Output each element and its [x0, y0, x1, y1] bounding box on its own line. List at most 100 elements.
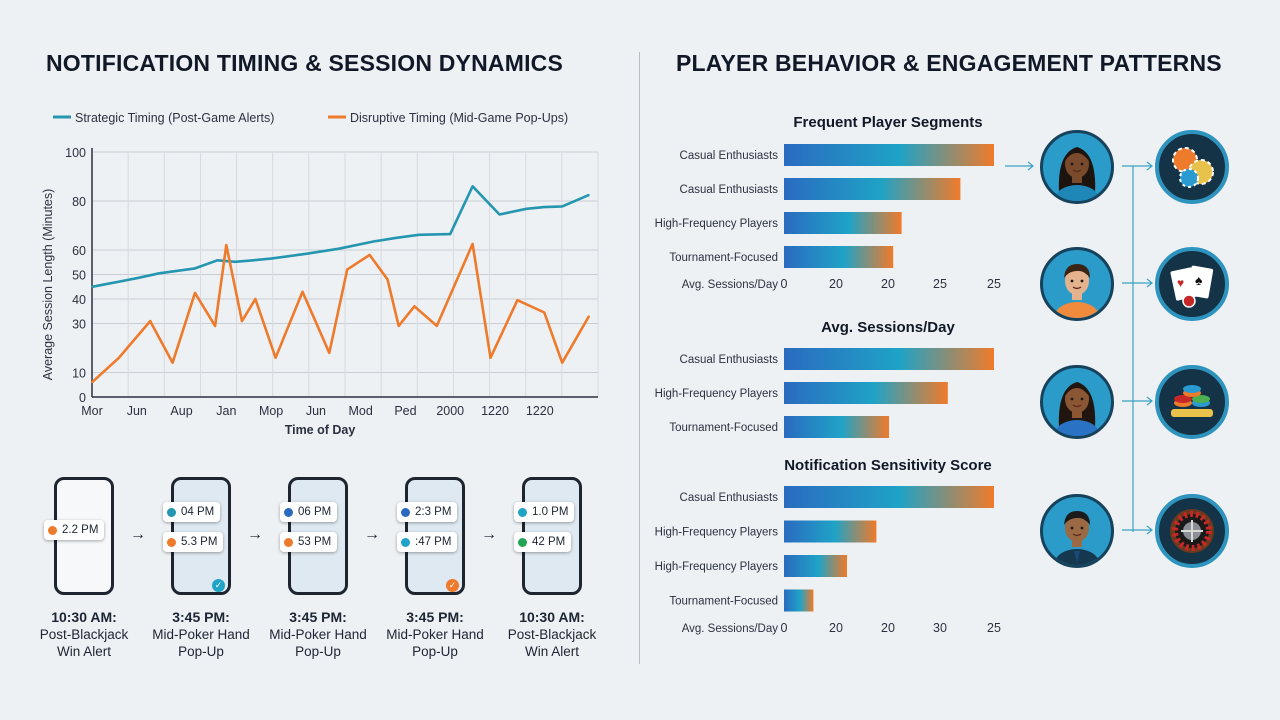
bar [784, 382, 948, 404]
bar-group-title: Frequent Player Segments [793, 114, 982, 131]
caption-time: 3:45 PM: [172, 609, 230, 625]
data-point [171, 361, 174, 364]
data-point [516, 299, 519, 302]
segment-connectors [1005, 161, 1153, 535]
session-length-line-chart: Strategic Timing (Post-Game Alerts) Disru… [41, 111, 599, 437]
arrow-right-icon: → [130, 526, 146, 543]
bar-tick-label: 30 [933, 621, 947, 635]
bar-tick-label: 0 [781, 621, 788, 635]
bar-tick-label: 25 [933, 277, 947, 291]
notification-time: 2.2 PM [62, 524, 99, 536]
bar-tick-label: 20 [829, 621, 843, 635]
notification-card: 2.2 PM [44, 520, 105, 540]
bar [784, 555, 847, 577]
x-tick-label: Mod [349, 404, 373, 418]
data-point [435, 325, 438, 327]
notification-time: 1.0 PM [532, 506, 569, 518]
svg-text:♥: ♥ [1177, 276, 1184, 290]
bar-category-label: High-Frequency Players [655, 561, 779, 573]
bar [784, 178, 961, 200]
data-point [418, 234, 420, 236]
arrow-right-icon: → [247, 526, 263, 543]
left-section-title: NOTIFICATION TIMING & SESSION DYNAMICS [46, 50, 564, 76]
caption-line: Mid-Poker Hand [152, 627, 250, 642]
x-tick-label: 2000 [436, 404, 464, 418]
avatar-woman-2-icon [1040, 365, 1114, 439]
player-segment-bar-charts: Frequent Player Segments Casual Enthusias… [655, 114, 1001, 635]
bar-tick-label: 0 [781, 277, 788, 291]
bar-category-label: Casual Enthusiasts [680, 150, 779, 162]
data-point [234, 260, 237, 263]
notification-time: 06 PM [298, 506, 332, 518]
caption-line: Post-Blackjack [39, 627, 129, 642]
check-badge-icon: ✓ [212, 579, 225, 592]
notification-card: :47 PM [397, 532, 458, 552]
bar [784, 589, 814, 612]
bar [784, 144, 994, 166]
phone-caption: 10:30 AM: Post-Blackjack Win Alert [487, 609, 617, 660]
bar-tick-label: 20 [829, 277, 843, 291]
caption-time: 10:30 AM: [519, 609, 585, 625]
data-point [252, 259, 255, 262]
notification-dot-icon [401, 537, 410, 547]
avatar-man-1-icon [1040, 247, 1114, 321]
data-point [158, 272, 160, 275]
data-point [118, 357, 120, 359]
x-tick-label: Jun [306, 404, 326, 418]
strategic-timing-line [91, 185, 590, 289]
bar-category-label: High-Frequency Players [655, 527, 779, 539]
data-point [498, 213, 501, 216]
notification-card: 5.3 PM [163, 532, 224, 552]
notification-time: :47 PM [415, 536, 452, 548]
bar-category-label: Casual Enthusiasts [680, 354, 779, 366]
data-point [194, 292, 196, 294]
x-tick-label: Aup [170, 404, 192, 418]
bar [784, 486, 994, 508]
caption-line: Pop-Up [178, 644, 224, 659]
notification-time: 53 PM [298, 536, 332, 548]
data-point [194, 267, 196, 270]
caption-line: Win Alert [56, 644, 111, 659]
data-point [561, 205, 563, 208]
bar-axis-caption: Avg. Sessions/Day [682, 279, 779, 291]
arrow-head-icon [1027, 161, 1034, 171]
data-point [386, 278, 389, 281]
arrow-head-icon [1146, 161, 1153, 171]
data-point [543, 311, 546, 314]
x-tick-label: 1220 [526, 404, 554, 418]
data-point [471, 185, 474, 188]
data-point [368, 254, 371, 256]
data-point [588, 315, 590, 317]
data-point [397, 325, 400, 327]
notification-time: 04 PM [181, 506, 215, 518]
caption-time: 3:45 PM: [289, 609, 347, 625]
legend-label: Disruptive Timing (Mid-Game Pop-Ups) [350, 111, 568, 125]
data-point [216, 259, 219, 262]
notification-card: 42 PM [514, 532, 572, 552]
caption-line: Post-Blackjack [507, 627, 597, 642]
data-point [373, 240, 375, 243]
right-section-title: PLAYER BEHAVIOR & ENGAGEMENT PATTERNS [676, 50, 1222, 76]
bar-group-title: Notification Sensitivity Score [784, 457, 992, 474]
bar-tick-label: 20 [881, 277, 895, 291]
data-point [254, 298, 257, 300]
phone-caption: 3:45 PM: Mid-Poker Hand Pop-Up [253, 609, 383, 660]
bar-tick-label: 25 [987, 621, 1001, 635]
data-point [525, 208, 528, 210]
notification-dot-icon [518, 507, 527, 517]
data-point [225, 244, 228, 246]
bar-category-label: Tournament-Focused [669, 596, 778, 608]
notification-card: 06 PM [280, 502, 338, 522]
bar-category-label: High-Frequency Players [655, 388, 779, 400]
caption-line: Mid-Poker Hand [386, 627, 484, 642]
bar-tick-label: 20 [881, 621, 895, 635]
x-tick-label: 1220 [481, 404, 509, 418]
data-point [449, 233, 452, 235]
y-tick-label: 60 [72, 244, 86, 258]
bar [784, 246, 894, 268]
data-point [346, 268, 349, 271]
y-tick-label: 50 [72, 269, 86, 283]
data-point [543, 206, 546, 208]
notification-dot-icon [518, 537, 527, 547]
data-point [91, 381, 93, 384]
